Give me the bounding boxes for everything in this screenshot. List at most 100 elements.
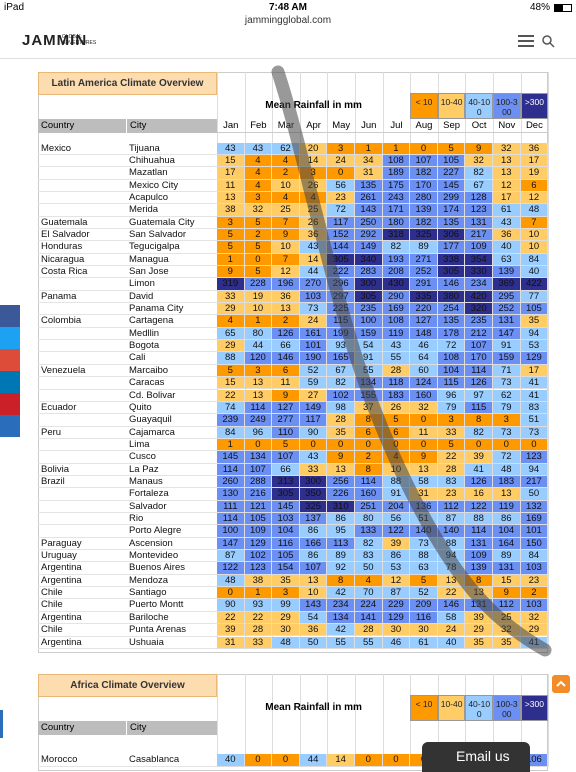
country: Colombia [41, 315, 82, 327]
rain-cell: 350 [299, 488, 328, 501]
rain-cell: 130 [217, 488, 245, 501]
rain-cell: 28 [355, 624, 383, 637]
rain-cell: 225 [327, 303, 355, 316]
country: El Salvador [41, 228, 90, 240]
share-pinterest[interactable] [0, 393, 20, 415]
rain-cell: 5 [244, 241, 273, 254]
rain-cell: 91 [355, 352, 383, 365]
rain-cell: 129 [520, 352, 549, 365]
city: La Paz [129, 463, 159, 475]
rain-cell: 83 [437, 475, 466, 489]
rain-cell: 146 [272, 352, 300, 365]
rain-cell: 26 [299, 179, 328, 192]
rain-cell: 131 [493, 562, 521, 575]
col-header: City [126, 721, 217, 735]
city: Mazatlan [129, 167, 168, 179]
share-linkedin[interactable] [0, 371, 20, 393]
col-header: Country [38, 119, 126, 133]
rain-cell: 12 [272, 266, 300, 279]
header-icons[interactable] [515, 33, 560, 51]
row-line [38, 388, 217, 390]
rain-cell: 36 [299, 228, 328, 242]
rain-cell: 100 [355, 315, 383, 328]
rain-cell: 114 [465, 525, 493, 538]
rain-cell: 29 [217, 303, 245, 316]
rain-cell: 88 [465, 513, 493, 526]
share-more[interactable] [0, 415, 20, 437]
rain-cell: 112 [437, 500, 466, 513]
row-line [38, 339, 217, 341]
city: Cd. Bolivar [129, 389, 176, 401]
rain-cell: 15 [493, 574, 521, 588]
col-line [217, 674, 218, 767]
row-line [38, 647, 217, 649]
row-line [38, 635, 217, 637]
rain-cell: 48 [493, 463, 521, 476]
col-line [382, 674, 384, 767]
rain-cell: 123 [520, 451, 549, 464]
rain-cell: 53 [520, 340, 549, 353]
rain-cell: 33 [244, 636, 273, 649]
rain-cell: 135 [355, 179, 383, 192]
rain-cell: 105 [437, 154, 466, 168]
rain-cell: 13 [437, 574, 466, 588]
rain-cell: 9 [327, 451, 355, 464]
rain-cell: 24 [327, 154, 355, 168]
city: San Salvador [129, 228, 187, 240]
share-google[interactable] [0, 349, 20, 371]
rain-cell: 9 [217, 266, 245, 279]
city: Marcaibo [129, 364, 169, 376]
rain-cell: 4 [244, 167, 273, 180]
rain-cell: 39 [465, 611, 493, 625]
rain-cell: 35 [272, 574, 300, 588]
month: Dec [520, 119, 549, 133]
rain-cell: 12 [382, 574, 411, 588]
city: Tijuana [129, 142, 160, 154]
rain-cell: 42 [327, 587, 355, 600]
month: Aug [410, 119, 438, 133]
rain-cell: 91 [382, 488, 411, 501]
country: Chile [41, 587, 63, 599]
email-button[interactable]: Email us [422, 742, 530, 772]
row-line [38, 400, 217, 402]
rain-cell: 23 [327, 191, 355, 205]
rain-cell: 0 [410, 414, 438, 427]
rain-cell: 79 [437, 401, 466, 415]
rain-cell: 9 [410, 451, 438, 464]
rain-cell: 67 [465, 179, 493, 192]
rain-cell: 71 [493, 364, 521, 378]
url[interactable]: jammingglobal.com [244, 15, 332, 26]
col-header: Country [38, 721, 126, 735]
rain-cell: 62 [493, 389, 521, 402]
rain-cell: 0 [382, 754, 411, 767]
rain-cell: 199 [327, 327, 355, 341]
rain-cell: 12 [493, 179, 521, 192]
rain-cell: 131 [465, 537, 493, 551]
rain-cell: 30 [382, 624, 411, 637]
rain-cell: 54 [299, 611, 328, 625]
rain-cell: 217 [520, 475, 549, 489]
scroll-top[interactable] [552, 675, 570, 693]
logo[interactable]: JAMMIN [22, 32, 88, 49]
rain-cell: 5 [272, 438, 300, 452]
rain-cell: 0 [355, 438, 383, 452]
share-facebook[interactable] [0, 305, 20, 327]
rain-cell: 13 [217, 191, 245, 205]
rain-cell: 160 [410, 389, 438, 402]
rain-cell: 135 [437, 315, 466, 328]
country: Paraguay [41, 537, 82, 549]
rain-cell: 2 [520, 587, 549, 600]
rain-cell: 17 [217, 167, 245, 180]
country: Argentina [41, 636, 82, 648]
rain-cell: 183 [382, 389, 411, 402]
rain-cell: 2 [272, 315, 300, 328]
share-twitter[interactable] [0, 327, 20, 349]
city: Bariloche [129, 611, 169, 623]
rain-cell: 152 [327, 228, 355, 242]
country: Costa Rica [41, 266, 88, 277]
rain-cell: 252 [493, 303, 521, 316]
row-line [38, 166, 217, 168]
rain-cell: 104 [272, 525, 300, 538]
row-line [38, 203, 217, 205]
rain-cell: 10 [272, 241, 300, 254]
